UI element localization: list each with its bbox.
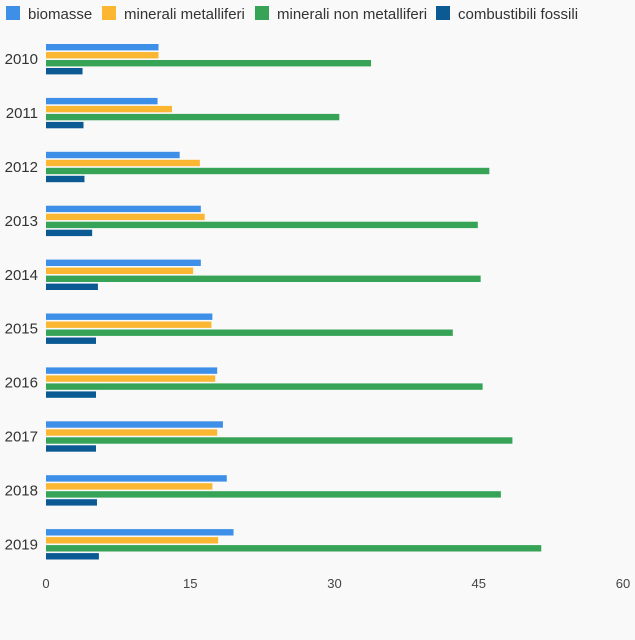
bar-minerali-metalliferi-2011[interactable]: [46, 105, 172, 113]
legend-swatch: [255, 6, 269, 20]
x-tick-label: 30: [327, 576, 341, 591]
y-tick-label: 2016: [5, 375, 38, 392]
y-tick-label: 2011: [6, 105, 38, 122]
bar-minerali-non-metalliferi-2018[interactable]: [46, 491, 501, 498]
chart-legend: biomasse minerali metalliferi minerali non…: [6, 6, 578, 23]
bar-group-2014: [46, 259, 481, 290]
y-tick-label: 2012: [5, 159, 38, 176]
x-tick-label: 45: [472, 576, 486, 591]
y-tick-label: 2014: [5, 267, 38, 284]
bar-biomasse-2011[interactable]: [46, 97, 158, 105]
bar-minerali-metalliferi-2012[interactable]: [46, 159, 200, 167]
legend-label: biomasse: [28, 6, 92, 23]
legend-label: minerali non metalliferi: [277, 6, 427, 23]
bar-biomasse-2016[interactable]: [46, 367, 218, 374]
bar-biomasse-2013[interactable]: [46, 205, 201, 213]
bar-minerali-metalliferi-2014[interactable]: [46, 267, 194, 274]
x-tick-label: 0: [42, 576, 49, 591]
legend-item-combustibili-fossili[interactable]: combustibili fossili: [436, 6, 578, 23]
bar-minerali-non-metalliferi-2015[interactable]: [46, 329, 453, 336]
y-tick-label: 2010: [5, 51, 38, 68]
bar-minerali-non-metalliferi-2017[interactable]: [46, 437, 513, 444]
bar-minerali-metalliferi-2015[interactable]: [46, 321, 212, 328]
bar-biomasse-2012[interactable]: [46, 151, 180, 159]
bar-combustibili-fossili-2016[interactable]: [46, 391, 97, 398]
bar-minerali-metalliferi-2018[interactable]: [46, 483, 213, 490]
bar-combustibili-fossili-2014[interactable]: [46, 283, 98, 290]
bar-combustibili-fossili-2011[interactable]: [46, 121, 84, 129]
bar-minerali-non-metalliferi-2011[interactable]: [46, 113, 340, 121]
bar-minerali-non-metalliferi-2013[interactable]: [46, 221, 478, 229]
bar-biomasse-2017[interactable]: [46, 421, 223, 428]
bar-group-2015: [46, 313, 453, 344]
legend-swatch: [102, 6, 116, 20]
y-tick-label: 2019: [5, 536, 38, 553]
legend-swatch: [6, 6, 20, 20]
bar-group-2019: [46, 529, 542, 560]
bar-combustibili-fossili-2013[interactable]: [46, 229, 93, 237]
x-axis-tick-labels: 0 15 30 45 60: [42, 576, 630, 591]
bar-group-2013: [46, 205, 478, 237]
bar-minerali-non-metalliferi-2019[interactable]: [46, 545, 542, 552]
y-tick-label: 2015: [5, 321, 38, 338]
bar-marks: [46, 44, 542, 560]
bar-biomasse-2019[interactable]: [46, 529, 234, 536]
legend-label: combustibili fossili: [458, 6, 578, 23]
bar-biomasse-2014[interactable]: [46, 259, 201, 266]
bar-group-2017: [46, 421, 513, 452]
x-tick-label: 60: [616, 576, 630, 591]
bar-group-2010: [46, 44, 372, 75]
bar-combustibili-fossili-2019[interactable]: [46, 553, 99, 560]
bar-biomasse-2010[interactable]: [46, 44, 159, 51]
bar-minerali-non-metalliferi-2016[interactable]: [46, 383, 483, 390]
bar-combustibili-fossili-2017[interactable]: [46, 445, 97, 452]
bar-group-2018: [46, 475, 501, 506]
bar-biomasse-2015[interactable]: [46, 313, 213, 320]
bar-minerali-non-metalliferi-2010[interactable]: [46, 60, 372, 67]
legend-item-minerali-non-metalliferi[interactable]: minerali non metalliferi: [255, 6, 427, 23]
bar-combustibili-fossili-2018[interactable]: [46, 499, 97, 506]
y-axis-tick-labels: 2010 2011 2012 2013 2014 2015 2016 2017 2018 2019: [5, 51, 38, 553]
bar-minerali-non-metalliferi-2014[interactable]: [46, 275, 481, 282]
bar-group-2011: [46, 97, 340, 129]
legend-label: minerali metalliferi: [124, 6, 245, 23]
y-tick-label: 2018: [5, 482, 38, 499]
bar-group-2016: [46, 367, 483, 398]
y-tick-label: 2017: [5, 429, 38, 446]
x-tick-label: 15: [183, 576, 197, 591]
legend-swatch: [436, 6, 450, 20]
bar-minerali-metalliferi-2016[interactable]: [46, 375, 216, 382]
bar-minerali-metalliferi-2010[interactable]: [46, 52, 159, 59]
legend-item-biomasse[interactable]: biomasse: [6, 6, 92, 23]
bar-combustibili-fossili-2010[interactable]: [46, 68, 83, 75]
bar-minerali-metalliferi-2019[interactable]: [46, 537, 219, 544]
bar-combustibili-fossili-2012[interactable]: [46, 175, 85, 183]
bar-biomasse-2018[interactable]: [46, 475, 227, 482]
legend-item-minerali-metalliferi[interactable]: minerali metalliferi: [102, 6, 245, 23]
y-tick-label: 2013: [5, 213, 38, 230]
bar-minerali-metalliferi-2013[interactable]: [46, 213, 205, 221]
bar-group-2012: [46, 151, 490, 183]
bar-minerali-non-metalliferi-2012[interactable]: [46, 167, 490, 175]
bar-minerali-metalliferi-2017[interactable]: [46, 429, 218, 436]
bar-combustibili-fossili-2015[interactable]: [46, 337, 97, 344]
